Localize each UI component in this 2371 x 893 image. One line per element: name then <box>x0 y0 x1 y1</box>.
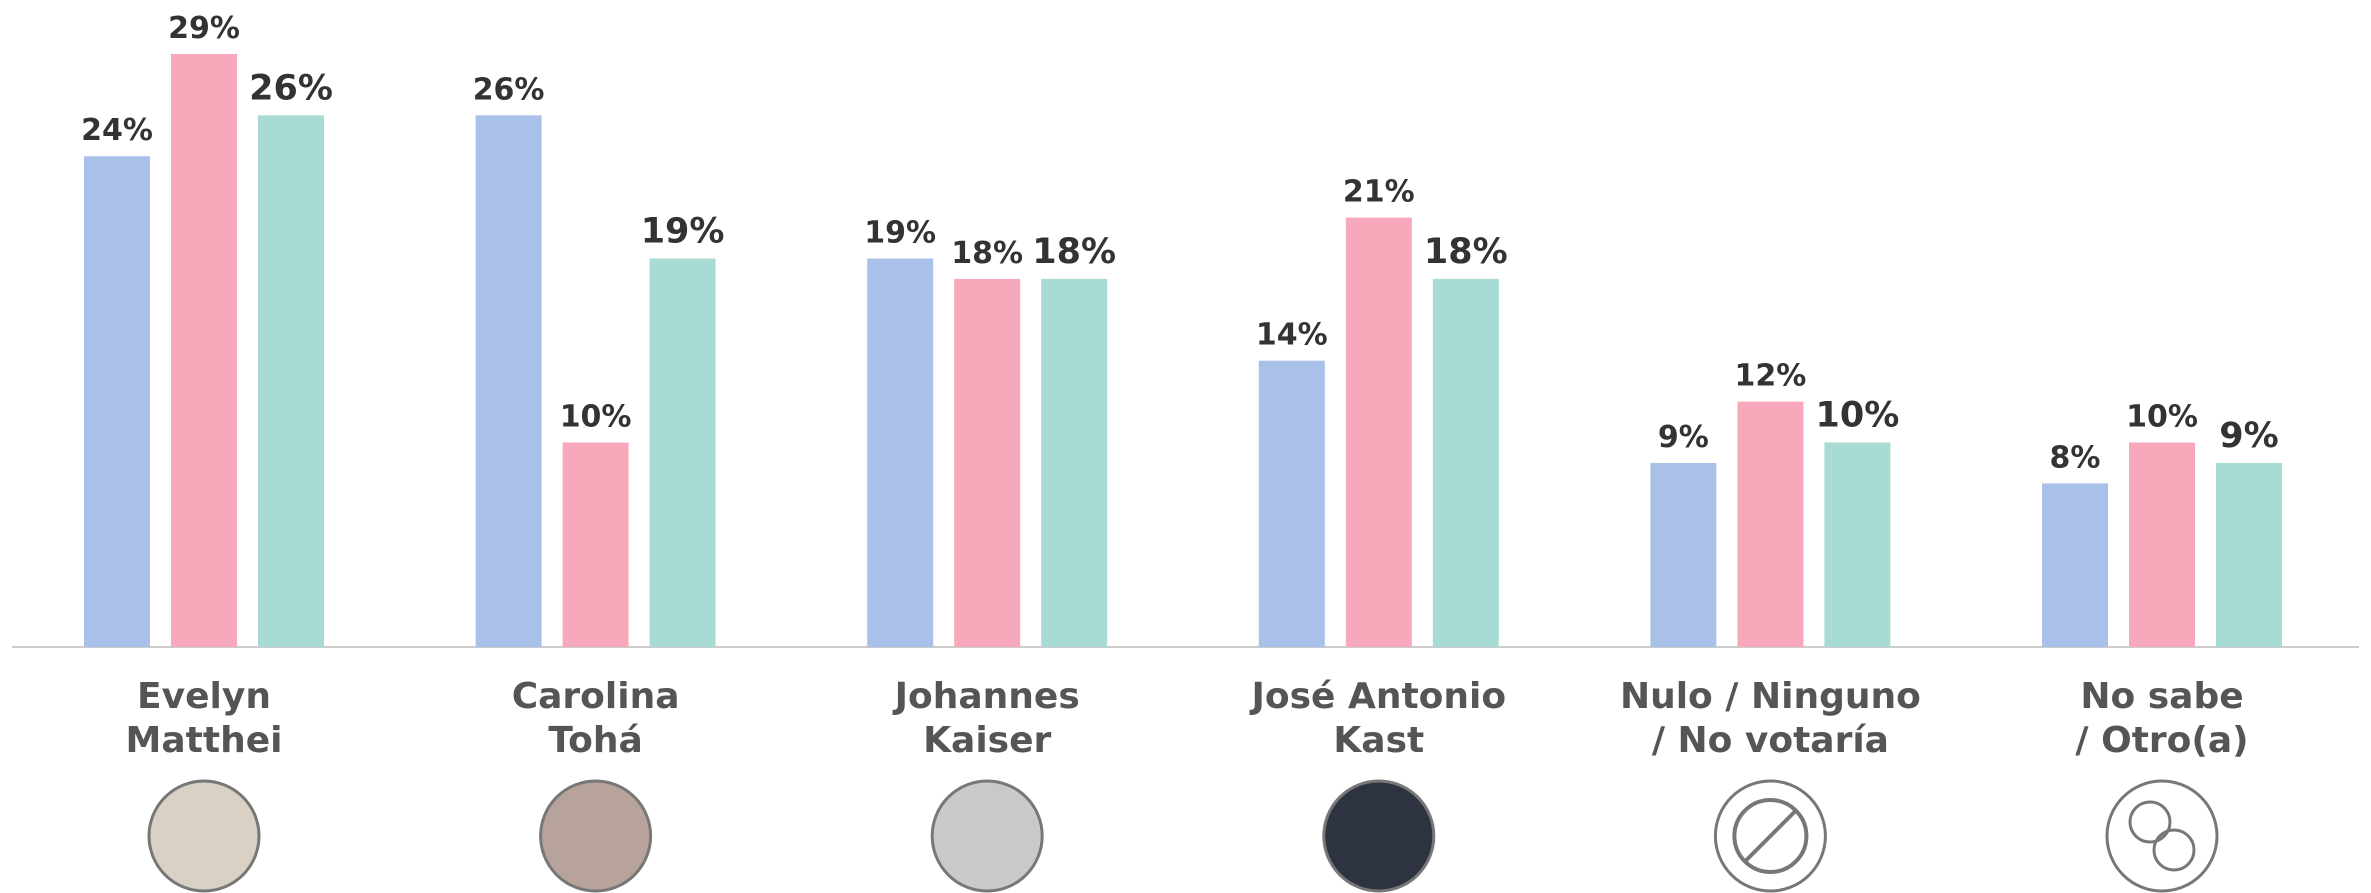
icons <box>147 779 2219 893</box>
value-label: 26% <box>249 68 333 108</box>
bar <box>1345 217 1412 647</box>
icon <box>2105 779 2219 893</box>
value-label: 14% <box>1256 318 1328 353</box>
bar <box>649 258 716 647</box>
portrait <box>147 779 261 893</box>
value-label: 18% <box>1424 232 1508 272</box>
portrait <box>539 779 653 893</box>
bar <box>1650 462 1717 647</box>
bar <box>1824 442 1891 647</box>
value-label: 18% <box>951 236 1023 271</box>
bar <box>1737 401 1804 647</box>
portrait <box>1322 779 1436 893</box>
value-label: 9% <box>1658 420 1709 455</box>
bar <box>2129 442 2195 647</box>
value-label: 29% <box>168 11 240 46</box>
value-label: 21% <box>1343 175 1415 210</box>
value-label: 9% <box>2219 416 2278 456</box>
category-label: Carolina Tohá <box>512 676 680 761</box>
value-label: 10% <box>1816 396 1900 436</box>
bar <box>954 278 1021 647</box>
value-label: 12% <box>1734 359 1806 394</box>
category-label: Johannes Kaiser <box>892 676 1080 761</box>
bar <box>1041 278 1108 647</box>
bar <box>1258 360 1325 647</box>
portrait <box>930 779 1044 893</box>
value-label: 19% <box>641 211 725 251</box>
category-label: No sabe / Otro(a) <box>2075 676 2248 761</box>
category-label: Nulo / Ninguno / No votaría <box>1620 676 1921 761</box>
person-icon <box>2152 828 2196 872</box>
bar <box>1432 278 1499 647</box>
bar <box>2216 462 2282 647</box>
category-label: Evelyn Matthei <box>126 676 283 761</box>
bar <box>258 115 324 647</box>
bar <box>562 442 629 647</box>
bar <box>2042 483 2108 647</box>
value-label: 8% <box>2050 440 2101 475</box>
category-label: José Antonio Kast <box>1248 676 1506 761</box>
value-label: 19% <box>864 215 936 250</box>
bar <box>867 258 934 647</box>
value-label: 24% <box>81 113 153 148</box>
bar <box>171 54 237 647</box>
value-label: 10% <box>2126 400 2198 435</box>
value-label: 10% <box>560 400 632 435</box>
ban-ring <box>1732 798 1809 874</box>
bar <box>475 115 542 647</box>
person-icon <box>2128 800 2172 844</box>
value-label: 26% <box>473 72 545 107</box>
value-label: 18% <box>1032 232 1116 272</box>
ban-slash <box>1743 809 1797 863</box>
bar <box>84 156 150 647</box>
